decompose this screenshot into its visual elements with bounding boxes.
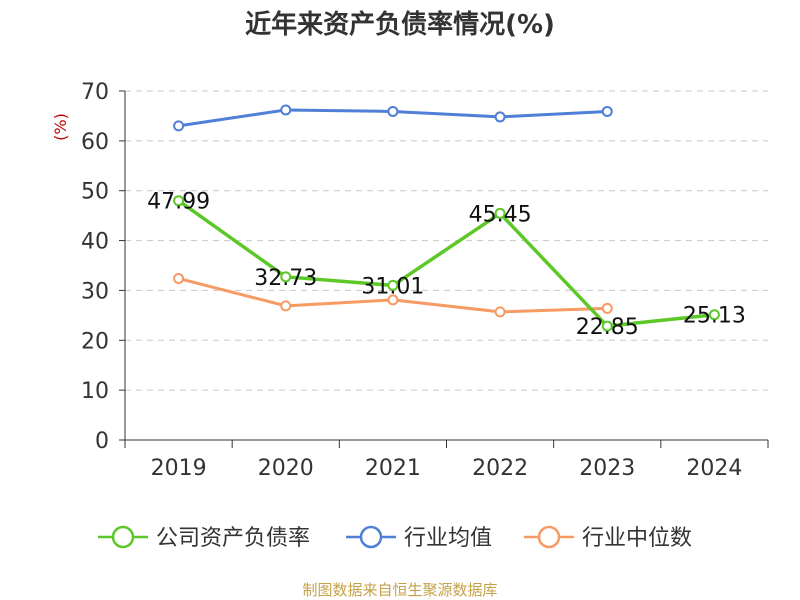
data-point xyxy=(708,309,720,321)
legend-item: 公司资产负债率 xyxy=(98,525,310,551)
x-tick-label: 2022 xyxy=(472,456,528,481)
y-axis-unit-label: (%) xyxy=(51,113,70,141)
data-label: 47.99 xyxy=(147,190,210,215)
data-point xyxy=(173,195,185,207)
x-tick-label: 2023 xyxy=(579,456,635,481)
x-tick-label: 2021 xyxy=(365,456,421,481)
data-point xyxy=(494,306,506,318)
legend-marker xyxy=(111,525,135,549)
legend-label: 行业均值 xyxy=(404,526,492,551)
y-tick-label: 40 xyxy=(81,230,109,255)
data-point xyxy=(280,300,292,312)
gridlines xyxy=(125,90,768,391)
data-point xyxy=(387,105,399,117)
source-note: 制图数据来自恒生聚源数据库 xyxy=(302,581,497,599)
data-label: 25.13 xyxy=(683,304,746,329)
data-label: 32.73 xyxy=(254,266,317,291)
y-tick-label: 20 xyxy=(81,329,109,354)
chart-title: 近年来资产负债率情况(%) xyxy=(245,9,555,40)
data-point xyxy=(494,207,506,219)
series-group xyxy=(173,104,720,332)
y-tick-label: 30 xyxy=(81,279,109,304)
x-tick-label: 2024 xyxy=(686,456,742,481)
x-tick-label: 2019 xyxy=(151,456,207,481)
data-point xyxy=(494,111,506,123)
legend-marker xyxy=(359,525,383,549)
data-point xyxy=(601,302,613,314)
y-axis-ticks: 0 10 20 30 40 50 60 70 xyxy=(81,80,125,454)
data-point xyxy=(173,272,185,284)
y-tick-label: 70 xyxy=(81,80,109,105)
data-point xyxy=(173,120,185,132)
data-label: 22.85 xyxy=(576,315,639,340)
axes xyxy=(124,91,768,441)
x-tick-label: 2020 xyxy=(258,456,314,481)
series-line xyxy=(177,199,715,328)
data-point xyxy=(387,279,399,291)
y-tick-label: 10 xyxy=(81,379,109,404)
data-label: 45.45 xyxy=(469,202,532,227)
y-tick-label: 60 xyxy=(81,130,109,155)
x-axis-ticks: 2019 2020 2021 2022 2023 2024 xyxy=(124,440,769,481)
legend-marker xyxy=(537,525,561,549)
legend-item: 行业中位数 xyxy=(524,525,692,551)
legend: 公司资产负债率 行业均值 行业中位数 xyxy=(98,525,692,551)
data-label: 31.01 xyxy=(361,274,424,299)
legend-item: 行业均值 xyxy=(346,525,492,551)
data-labels: 47.99 32.73 31.01 45.45 22.85 25.13 xyxy=(147,190,746,340)
data-point xyxy=(601,320,613,332)
y-tick-label: 50 xyxy=(81,180,109,205)
legend-label: 公司资产负债率 xyxy=(156,526,310,551)
data-point xyxy=(387,294,399,306)
data-point xyxy=(280,271,292,283)
data-point xyxy=(601,105,613,117)
y-tick-label: 0 xyxy=(95,429,109,454)
data-point xyxy=(280,104,292,116)
legend-label: 行业中位数 xyxy=(582,526,692,551)
